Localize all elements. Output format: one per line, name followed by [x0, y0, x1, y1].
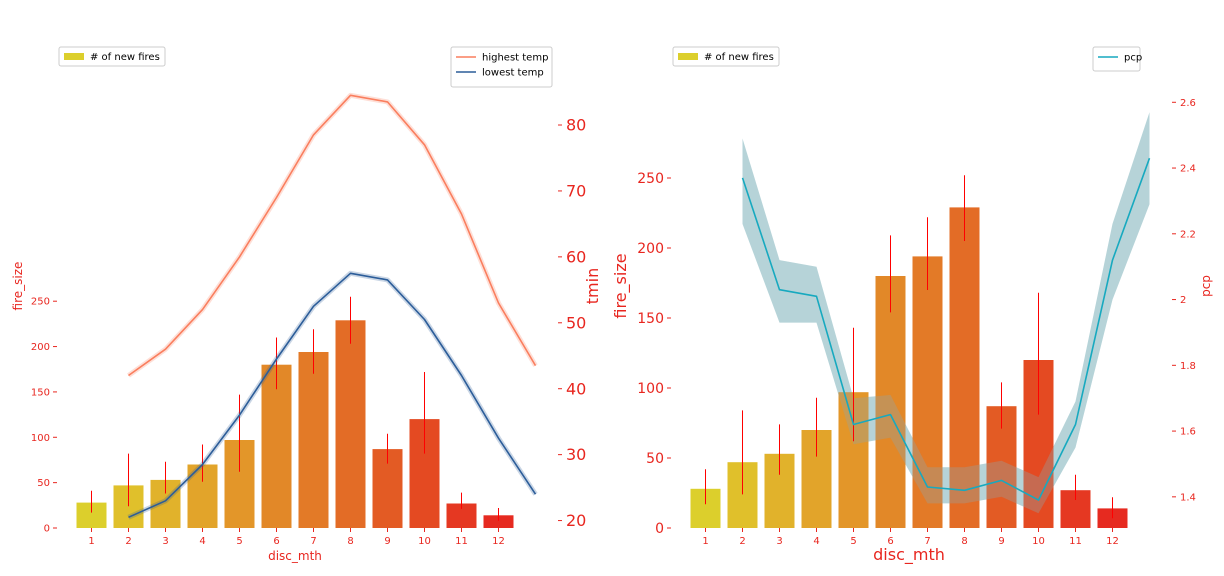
panel2-x-axis-label: disc_mth [873, 545, 945, 565]
panel1-right-tick-label: 30 [566, 445, 586, 464]
panel1-left-tick-label: 50 [37, 478, 50, 489]
panel1-x-axis-label: disc_mth [268, 549, 322, 563]
panel2-x-tick-label: 1 [702, 536, 708, 547]
panel1-left-tick-label: 100 [31, 433, 50, 444]
panel2-legend-bars-swatch [678, 53, 698, 60]
panel1-x-tick-label: 2 [125, 536, 131, 547]
panel1-x-tick-label: 11 [455, 536, 468, 547]
panel1-x-tick-label: 10 [418, 536, 431, 547]
panel1-right-tick-label: 70 [566, 182, 586, 201]
panel1-bar-7 [298, 352, 329, 528]
panel2-right-tick-label: 2.6 [1180, 98, 1196, 109]
panel1-right-tick-label: 50 [566, 313, 586, 332]
panel1-x-tick-label: 4 [199, 536, 205, 547]
panel1-bar-12 [483, 515, 514, 528]
panel1-x-tick-label: 1 [88, 536, 94, 547]
panel1-x-tick-label: 6 [273, 536, 279, 547]
panel2-x-tick-label: 5 [850, 536, 856, 547]
panel1-right-tick-label: 60 [566, 247, 586, 266]
panel2-x-tick-label: 6 [887, 536, 893, 547]
panel1-left-tick-label: 0 [44, 524, 50, 535]
panel1-x-tick-label: 7 [310, 536, 316, 547]
panel2-x-tick-label: 4 [813, 536, 819, 547]
panel1-legend-bars-swatch [64, 53, 84, 60]
panel2-right-tick-label: 2.2 [1180, 229, 1196, 240]
panel2-x-tick-label: 11 [1069, 536, 1082, 547]
panel1-left-tick-label: 250 [31, 297, 50, 308]
panel1-x-tick-label: 12 [492, 536, 505, 547]
panel1-x-tick-label: 8 [347, 536, 353, 547]
panel2-x-tick-label: 2 [739, 536, 745, 547]
panel1-series-line-highest-temp [128, 94, 537, 377]
panel2-series-line-pcp [741, 157, 1151, 501]
panel1-series-shadow-0 [127, 92, 538, 378]
panel2-right-tick-label: 1.8 [1180, 361, 1196, 372]
panel2-left-tick-label: 100 [637, 381, 664, 397]
panel1-legend-bars-box [58, 46, 166, 67]
panel1-legend-line-label: highest temp [482, 53, 548, 64]
panel2-x-tick-label: 9 [998, 536, 1004, 547]
panel1-left-tick-label: 150 [31, 387, 50, 398]
panel1-x-tick-label: 9 [384, 536, 390, 547]
panel2-x-tick-label: 7 [924, 536, 930, 547]
panel2-pcp-band-overlay [742, 112, 1150, 514]
panel2-left-tick-label: 150 [637, 311, 664, 327]
panel1-right-tick-label: 40 [566, 379, 586, 398]
panel2-x-tick-label: 8 [961, 536, 967, 547]
panel2-left-tick-label: 50 [646, 451, 664, 467]
panel1-left-tick-label: 200 [31, 342, 50, 353]
panel2-right-tick-label: 2.4 [1180, 164, 1196, 175]
panel2-bar-8 [949, 207, 980, 528]
panel2-legend-bars-box [672, 46, 780, 67]
panel2-left-tick-label: 200 [637, 241, 664, 257]
panel1-right-tick-label: 80 [566, 116, 586, 135]
panel2-x-tick-label: 3 [776, 536, 782, 547]
panel1-twin-axis-label: tmin [583, 268, 602, 304]
panel1-series-shadow-1 [127, 270, 538, 520]
panel2-left-tick-label: 0 [655, 521, 664, 537]
panel1-x-tick-label: 5 [236, 536, 242, 547]
panel2-y-axis-label: fire_size [611, 253, 631, 318]
panel2-x-tick-label: 12 [1106, 536, 1119, 547]
panel2-x-tick-label: 10 [1032, 536, 1045, 547]
panel1-y-axis-label: fire_size [11, 262, 25, 311]
panel2-right-tick-label: 1.4 [1180, 492, 1196, 503]
panel1-legend-bars-label: # of new fires [90, 52, 160, 63]
panel2-bar-6 [875, 276, 906, 528]
panel2-right-tick-label: 2 [1180, 295, 1186, 306]
panel2-legend-bars-label: # of new fires [704, 52, 774, 63]
panel2-right-tick-label: 1.6 [1180, 427, 1196, 438]
panel2-legend-line-label: pcp [1124, 53, 1142, 64]
panel1-x-tick-label: 3 [162, 536, 168, 547]
panel2-left-tick-label: 250 [637, 171, 664, 187]
panel1-bar-6 [261, 364, 292, 528]
panel1-legend-lines-box [450, 46, 553, 88]
panel1-right-tick-label: 20 [566, 511, 586, 530]
panel2-twin-axis-label: pcp [1199, 275, 1213, 297]
panel2-bar-7 [912, 256, 943, 528]
panel1-bar-8 [335, 320, 366, 528]
panel2-legend-lines-box [1092, 46, 1141, 72]
panel1-series-line-lowest-temp [128, 272, 537, 519]
panel1-legend-line-label: lowest temp [482, 68, 544, 79]
